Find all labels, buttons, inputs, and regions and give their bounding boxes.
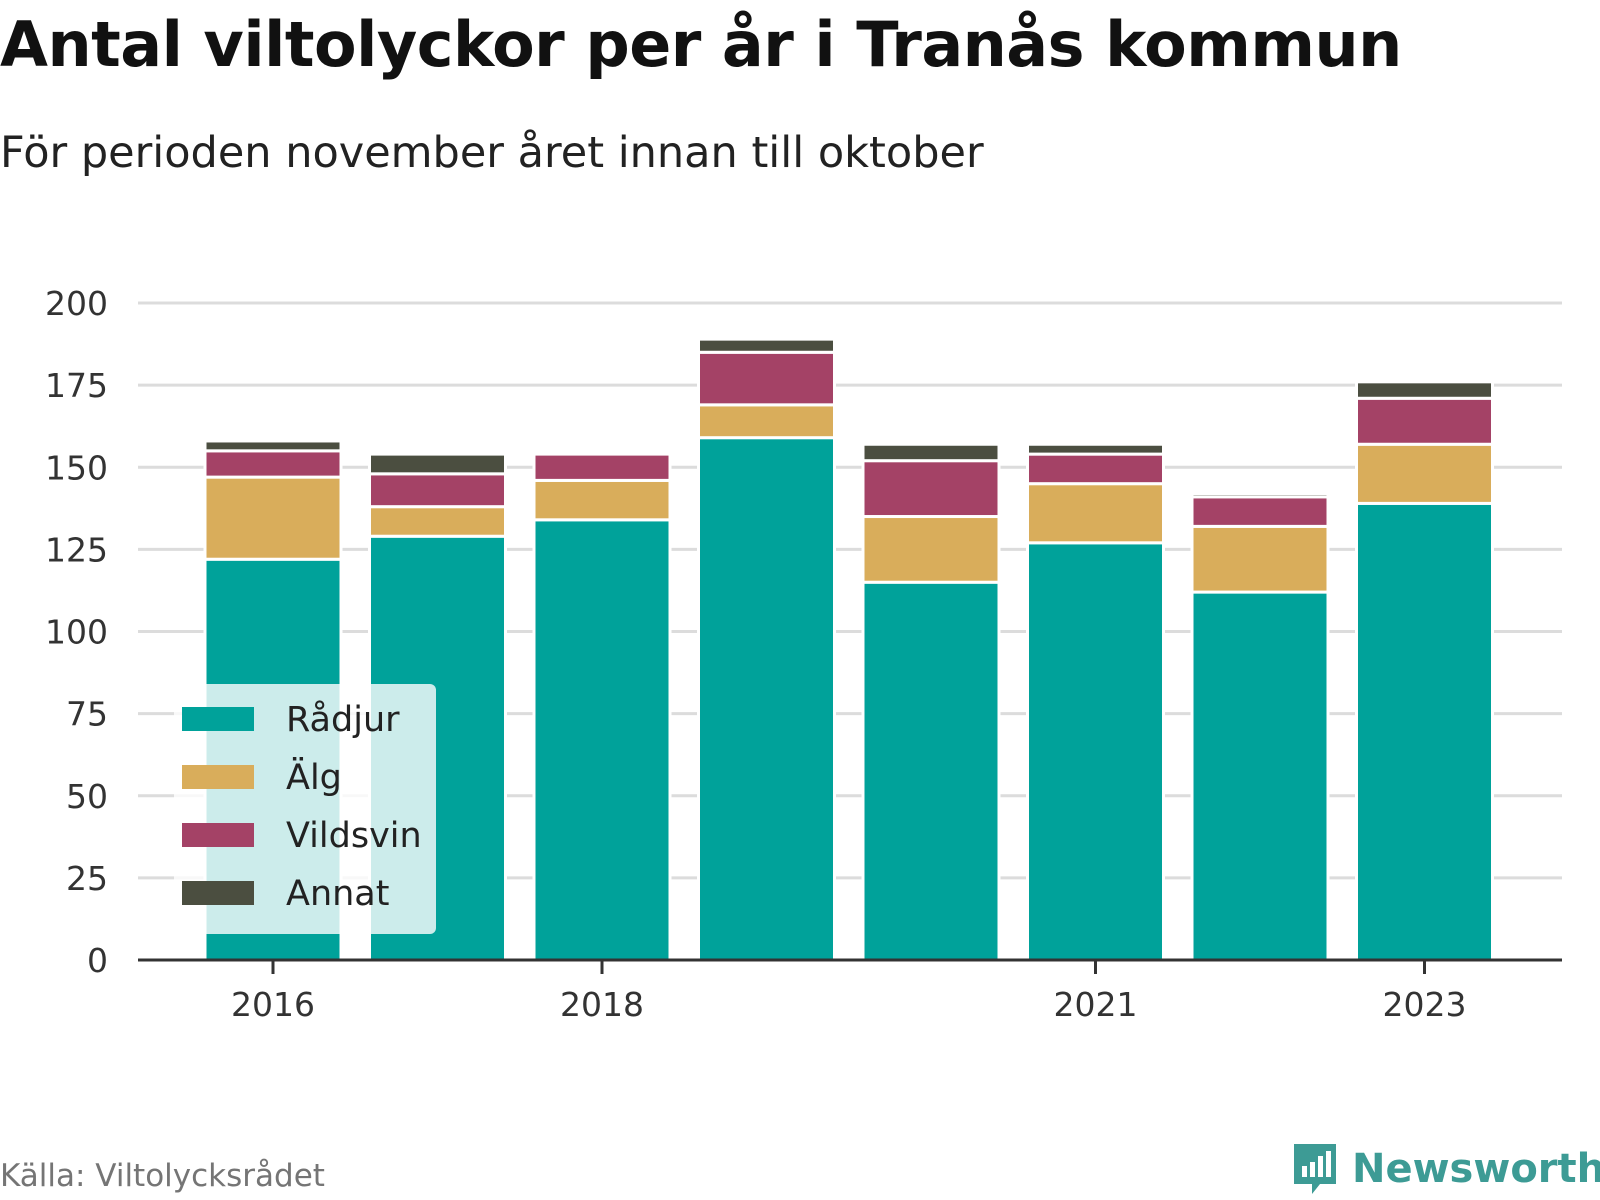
bar-segment-vildsvin: [1190, 495, 1330, 528]
x-tick-label: 2018: [560, 985, 644, 1024]
bar-segment-älg: [203, 475, 343, 561]
bar-segment-vildsvin: [861, 459, 1001, 519]
bar-segment-rådjur: [532, 518, 672, 962]
bar-segment-annat: [368, 452, 507, 476]
y-tick-label: 100: [45, 613, 108, 652]
brand-logo: Newsworthy: [1290, 1140, 1600, 1198]
bar-segment-annat: [1190, 492, 1330, 499]
x-axis-ticks: 2016 2018 2021 2023: [231, 960, 1466, 1024]
bar-segment-rådjur: [1190, 590, 1330, 962]
bar-segment-annat: [1026, 442, 1165, 456]
legend-label: Annat: [286, 874, 389, 914]
x-tick-label: 2021: [1054, 985, 1138, 1024]
y-tick-label: 175: [45, 366, 108, 405]
legend: Rådjur Älg Vildsvin Annat: [174, 684, 436, 934]
brand-name: Newsworthy: [1352, 1146, 1600, 1192]
y-tick-label: 150: [45, 448, 108, 487]
bar-segment-annat: [697, 337, 836, 354]
x-tick-label: 2023: [1383, 985, 1467, 1024]
bar-segment-rådjur: [697, 436, 836, 962]
legend-label: Vildsvin: [286, 816, 422, 856]
bar-segment-vildsvin: [203, 449, 343, 479]
bar-segment-vildsvin: [1026, 452, 1165, 486]
y-tick-label: 125: [45, 530, 108, 569]
bar-segment-annat: [861, 442, 1001, 463]
bar-segment-vildsvin: [697, 350, 836, 407]
bar-segment-älg: [1355, 442, 1494, 505]
legend-swatch-rådjur: [182, 707, 254, 731]
newsworthy-logo-icon: [1294, 1144, 1336, 1194]
bar-segment-älg: [1190, 524, 1330, 594]
legend-swatch-vildsvin: [182, 823, 254, 847]
bar-segment-älg: [1026, 482, 1165, 545]
y-tick-label: 200: [45, 284, 108, 323]
bar-segment-älg: [368, 505, 507, 538]
chart-title: Antal viltolyckor per år i Tranås kommun: [0, 8, 1402, 81]
chart-subtitle: För perioden november året innan till ok…: [0, 128, 984, 178]
y-tick-label: 0: [87, 941, 108, 980]
source-note: Källa: Viltolycksrådet: [0, 1158, 325, 1194]
bar-segment-rådjur: [861, 580, 1001, 962]
bar-segment-rådjur: [1026, 541, 1165, 962]
legend-label: Rådjur: [286, 699, 400, 740]
bar-segment-älg: [861, 515, 1001, 584]
bar-segment-vildsvin: [532, 452, 672, 482]
bar-segment-älg: [697, 403, 836, 440]
bar-segment-vildsvin: [368, 472, 507, 509]
y-tick-label: 75: [66, 695, 108, 734]
bar-segment-vildsvin: [1355, 396, 1494, 446]
legend-label: Älg: [286, 756, 342, 798]
x-tick-label: 2016: [231, 985, 315, 1024]
bar-segment-annat: [203, 439, 343, 453]
legend-swatch-älg: [182, 765, 254, 789]
bar-segment-rådjur: [1355, 501, 1494, 962]
bar-segment-annat: [1355, 380, 1494, 400]
legend-box: [174, 684, 436, 934]
y-tick-label: 25: [66, 859, 108, 898]
y-axis-ticks: 0 25 50 75 100 125 150 175 200: [45, 284, 108, 980]
bar-segment-älg: [532, 478, 672, 522]
y-tick-label: 50: [66, 777, 108, 816]
legend-swatch-annat: [182, 881, 254, 905]
